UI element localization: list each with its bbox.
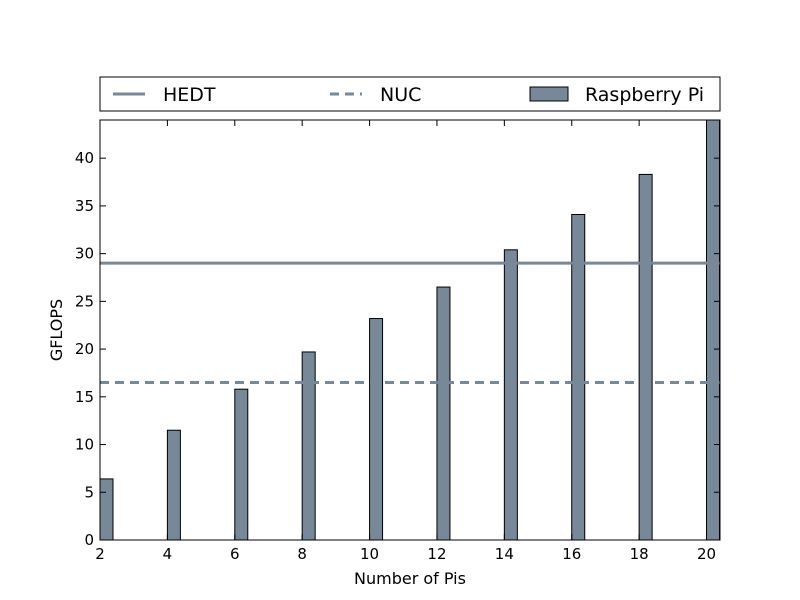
bar-20	[706, 119, 721, 541]
y-tick-label-15: 15	[75, 388, 94, 406]
x-tick-label-4: 4	[163, 545, 173, 563]
bar-6	[234, 388, 249, 541]
x-tick-label-14: 14	[495, 545, 514, 563]
y-axis-label: GFLOPS	[47, 299, 66, 361]
legend-label-raspberry-pi: Raspberry Pi	[585, 84, 704, 106]
x-tick-label-6: 6	[230, 545, 240, 563]
legend-label-nuc: NUC	[380, 84, 421, 106]
legend-label-hedt: HEDT	[163, 84, 216, 106]
plot-frame	[99, 119, 721, 541]
x-tick-label-2: 2	[95, 545, 105, 563]
bar-12	[436, 286, 451, 541]
bar-18	[638, 173, 653, 541]
y-tick-label-10: 10	[75, 436, 94, 454]
y-tick-label-40: 40	[75, 149, 94, 167]
legend-frame	[99, 76, 721, 112]
bar-14	[503, 249, 518, 541]
y-tick-label-20: 20	[75, 340, 94, 358]
bar-4	[166, 429, 181, 541]
y-tick-label-5: 5	[84, 483, 94, 501]
x-tick-label-12: 12	[427, 545, 446, 563]
reference-lines-group	[100, 261, 720, 384]
x-axis-label: Number of Pis	[354, 569, 466, 588]
x-tick-label-8: 8	[297, 545, 307, 563]
x-tick-label-20: 20	[697, 545, 716, 563]
legend-swatch-raspberry-pi	[529, 86, 569, 102]
y-tick-label-25: 25	[75, 292, 94, 310]
bar-10	[369, 318, 384, 541]
x-tick-label-18: 18	[630, 545, 649, 563]
y-tick-label-30: 30	[75, 245, 94, 263]
ticks-group: 2 4 6 8 10 12 14 16 18 20 0 5 10 15 20 25 30 35 40	[75, 120, 720, 563]
x-tick-label-16: 16	[562, 545, 581, 563]
x-tick-label-10: 10	[360, 545, 379, 563]
y-tick-label-0: 0	[84, 531, 94, 549]
y-tick-label-35: 35	[75, 197, 94, 215]
bar-2	[99, 478, 114, 541]
bar-8	[301, 351, 316, 541]
bars-group	[99, 119, 721, 541]
legend: HEDT NUC Raspberry Pi	[99, 76, 721, 112]
